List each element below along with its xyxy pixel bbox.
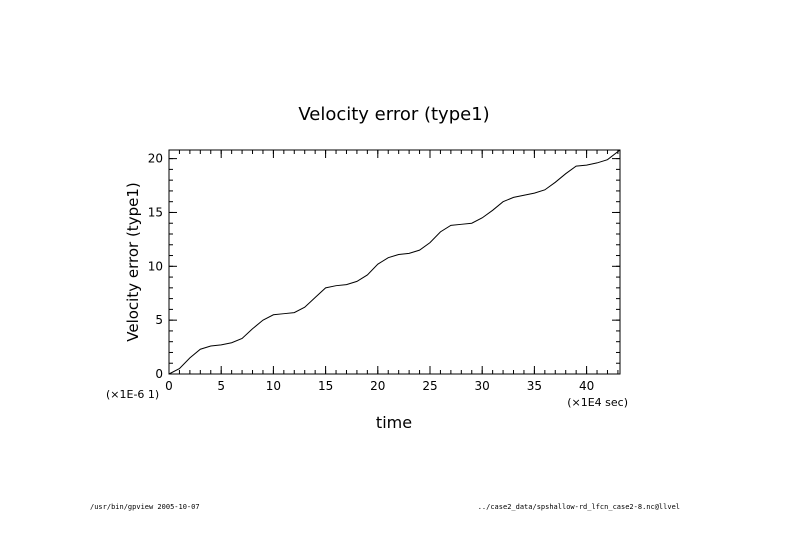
y-axis-tick-labels: 0 5 10 15 20 — [148, 152, 163, 381]
x-tick-label: 35 — [527, 379, 542, 393]
x-scale-label: (×1E4 sec) — [567, 396, 628, 409]
y-tick-label: 5 — [155, 313, 163, 327]
y-tick-label: 10 — [148, 259, 163, 273]
x-tick-label: 30 — [475, 379, 490, 393]
y-tick-label: 0 — [155, 367, 163, 381]
footer-left: /usr/bin/gpview 2005-10-07 — [90, 503, 200, 511]
x-axis-ticks — [168, 150, 588, 374]
x-axis-label: time — [376, 413, 412, 432]
x-tick-label: 15 — [318, 379, 333, 393]
x-tick-label: 40 — [579, 379, 594, 393]
x-tick-label: 20 — [370, 379, 385, 393]
x-tick-label: 10 — [266, 379, 281, 393]
plot-area: 0 5 10 15 20 25 30 35 40 0 5 10 15 20 — [148, 149, 621, 393]
y-axis-label: Velocity error (type1) — [124, 182, 142, 341]
x-tick-label: 0 — [165, 379, 173, 393]
chart-title: Velocity error (type1) — [298, 104, 489, 125]
series-line — [168, 149, 621, 375]
x-tick-label: 5 — [217, 379, 225, 393]
plot-frame — [168, 149, 621, 375]
y-axis-ticks — [169, 158, 620, 375]
footer-right: ../case2_data/spshallow-rd_lfcn_case2-8.… — [478, 503, 680, 511]
x-axis-tick-labels: 0 5 10 15 20 25 30 35 40 — [165, 379, 594, 393]
y-tick-label: 15 — [148, 205, 163, 219]
y-scale-label: (×1E-6 1) — [106, 388, 159, 401]
x-tick-label: 25 — [422, 379, 437, 393]
y-tick-label: 20 — [148, 152, 163, 166]
